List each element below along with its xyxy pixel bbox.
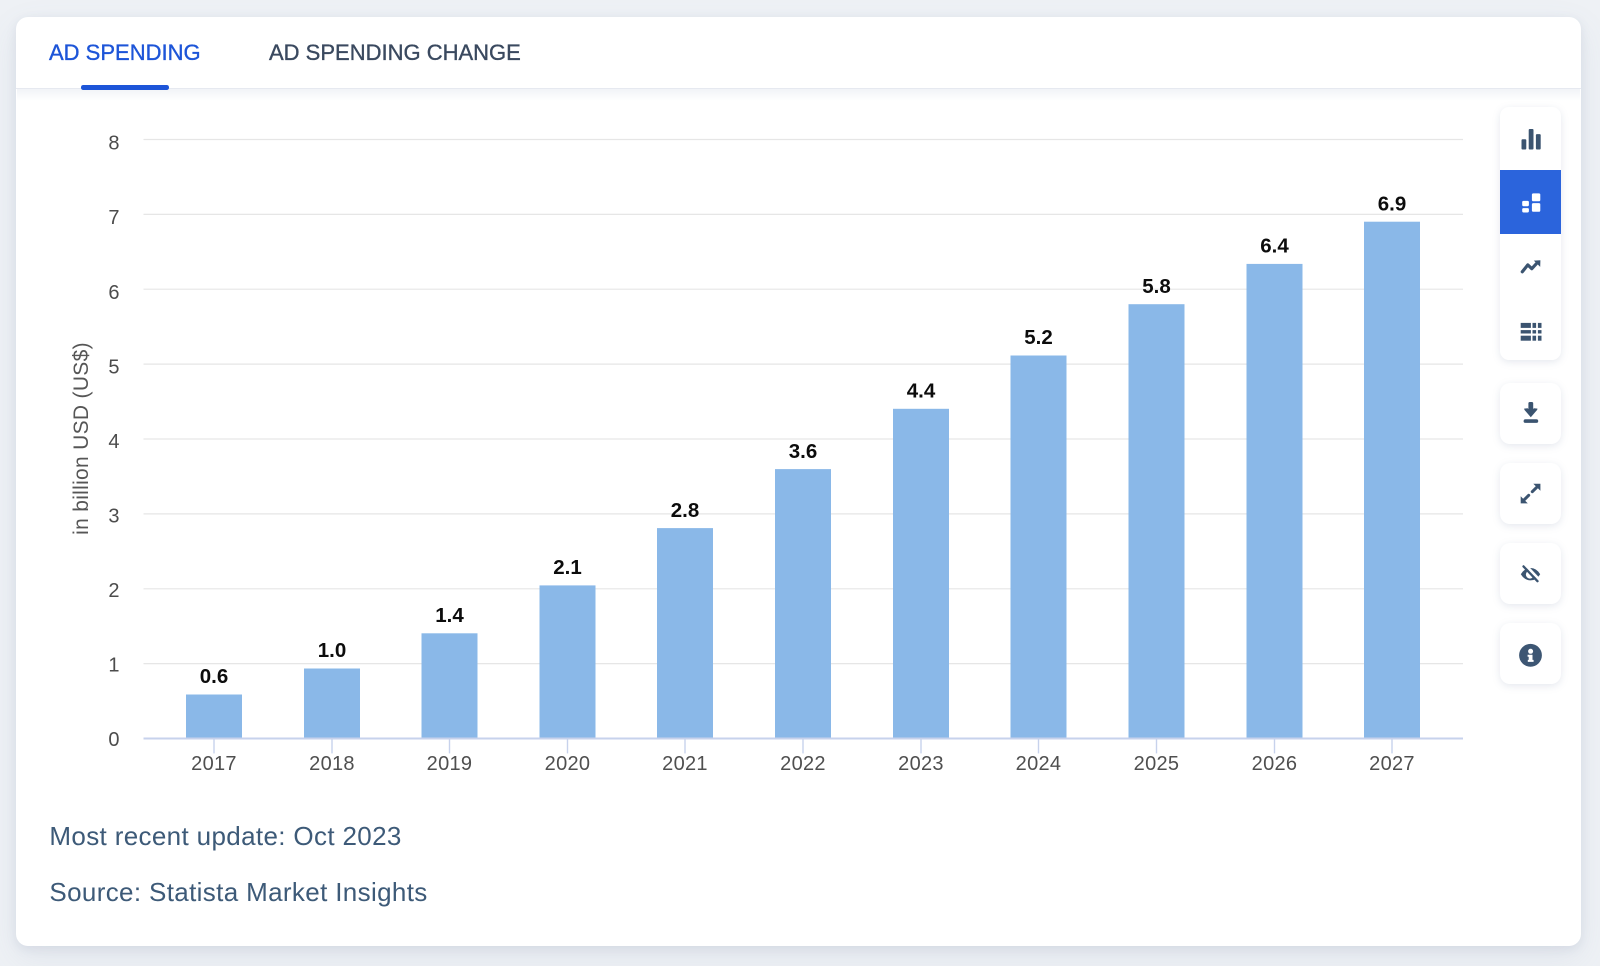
svg-text:2022: 2022 [780, 753, 826, 775]
svg-text:2023: 2023 [898, 753, 944, 775]
svg-text:7: 7 [108, 207, 119, 229]
svg-text:6: 6 [108, 282, 119, 304]
svg-text:2019: 2019 [427, 753, 473, 775]
svg-text:2.1: 2.1 [553, 556, 582, 579]
svg-text:2018: 2018 [309, 753, 355, 775]
svg-text:1.0: 1.0 [318, 639, 347, 662]
svg-text:2024: 2024 [1016, 753, 1062, 775]
svg-text:1: 1 [108, 655, 119, 677]
svg-text:8: 8 [108, 133, 119, 155]
svg-text:5.2: 5.2 [1024, 326, 1053, 349]
svg-text:2026: 2026 [1252, 753, 1298, 775]
svg-text:1.4: 1.4 [435, 604, 464, 627]
svg-text:2021: 2021 [662, 753, 708, 775]
svg-text:2025: 2025 [1134, 753, 1180, 775]
svg-text:2017: 2017 [191, 753, 237, 775]
svg-text:2027: 2027 [1369, 753, 1415, 775]
svg-text:4.4: 4.4 [907, 380, 936, 403]
svg-text:5: 5 [108, 356, 119, 378]
svg-text:in billion USD (US$): in billion USD (US$) [70, 342, 93, 535]
svg-text:2020: 2020 [545, 753, 591, 775]
svg-text:3.6: 3.6 [789, 440, 818, 463]
svg-text:6.4: 6.4 [1260, 235, 1289, 258]
svg-text:2.8: 2.8 [671, 499, 700, 522]
svg-text:4: 4 [108, 431, 119, 453]
svg-text:2: 2 [108, 580, 119, 602]
svg-text:0.6: 0.6 [200, 665, 229, 688]
svg-text:5.8: 5.8 [1142, 275, 1171, 298]
svg-text:6.9: 6.9 [1378, 192, 1407, 215]
svg-text:3: 3 [108, 505, 119, 527]
svg-text:0: 0 [108, 729, 119, 751]
